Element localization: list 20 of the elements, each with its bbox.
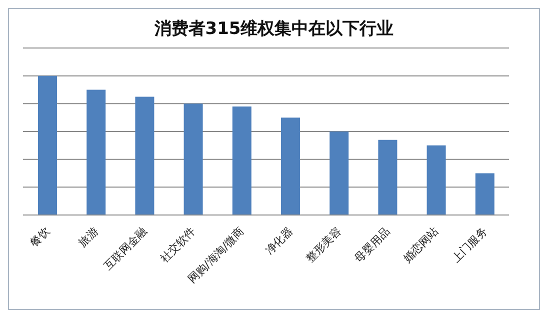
bar [232, 106, 252, 215]
bar [86, 90, 106, 215]
bar [281, 118, 300, 215]
chart-title: 消费者315维权集中在以下行业 [153, 18, 395, 40]
bar [38, 76, 57, 215]
bar [378, 140, 398, 215]
x-tick-label: 互联网金融 [101, 224, 150, 273]
x-tick-label: 母婴用品 [352, 224, 392, 266]
bar [475, 173, 494, 215]
bar [184, 104, 203, 215]
x-tick-label: 净化器 [262, 224, 296, 258]
x-tick-label: 餐饮 [28, 224, 52, 250]
bar [135, 96, 154, 215]
x-tick-label: 旅游 [76, 224, 101, 250]
bar [426, 145, 446, 215]
x-tick-label: 上门服务 [449, 224, 490, 266]
x-tick-label: 社交软件 [158, 224, 198, 266]
x-tick-label: 整形美容 [304, 224, 344, 266]
x-tick-label: 婚恋网站 [400, 224, 442, 266]
bar [330, 132, 349, 215]
